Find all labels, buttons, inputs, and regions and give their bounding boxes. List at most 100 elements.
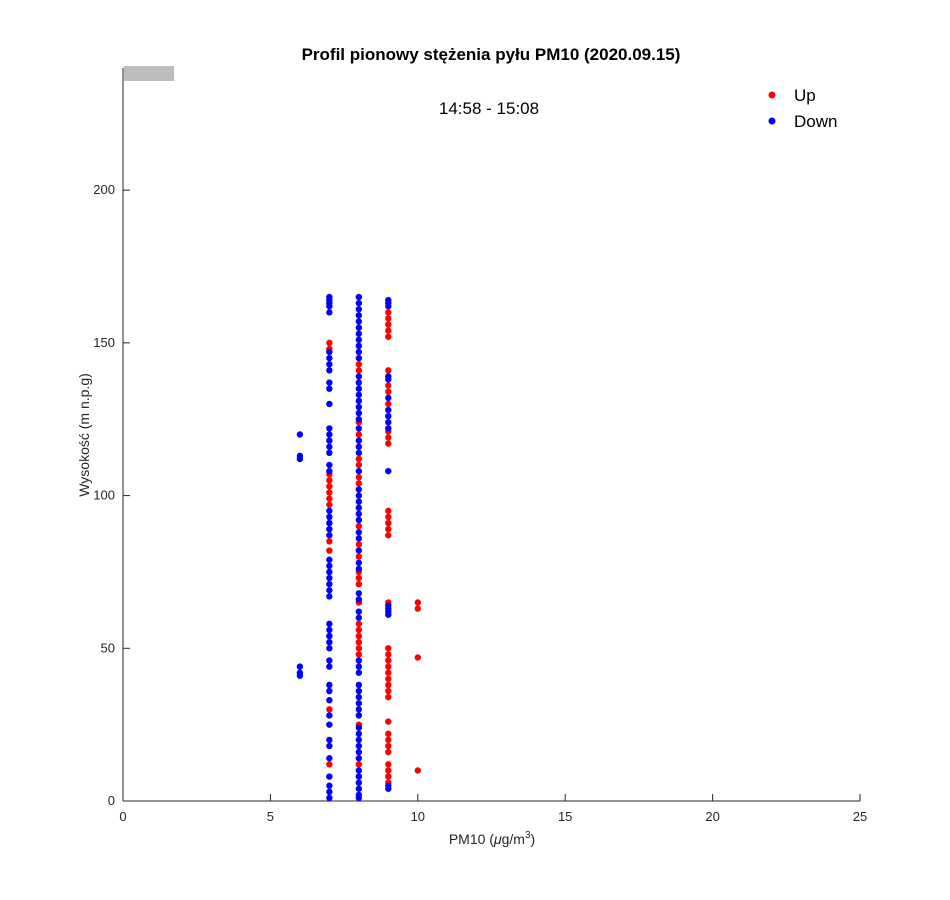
data-point-up	[326, 538, 333, 545]
chart-subtitle: 14:58 - 15:08	[439, 99, 539, 118]
data-point-down	[326, 361, 333, 368]
data-point-down	[296, 431, 304, 438]
data-point-up	[326, 706, 333, 713]
data-point-down	[355, 712, 363, 719]
data-point-down	[385, 412, 392, 420]
data-point-up	[385, 327, 392, 334]
data-point-down	[385, 425, 392, 432]
data-point-down	[326, 580, 333, 588]
data-point-down	[355, 379, 363, 386]
data-point-down	[355, 391, 363, 398]
data-point-down	[355, 565, 363, 573]
data-point-up	[385, 651, 392, 658]
data-point-down	[355, 504, 363, 511]
data-point-down	[355, 409, 363, 417]
data-point-down	[326, 367, 333, 374]
data-point-up	[326, 501, 333, 508]
data-point-down	[355, 354, 363, 362]
data-point-up	[355, 626, 363, 634]
data-point-down	[326, 687, 333, 695]
data-point-down	[385, 785, 392, 792]
axes: 0 5 10 15 20 25 0 50 100 150 200	[93, 68, 867, 824]
data-point-down	[355, 535, 363, 542]
data-point-down	[326, 348, 333, 356]
data-point-up	[326, 477, 333, 484]
data-point-up	[385, 507, 392, 515]
data-point-down	[355, 443, 363, 450]
data-point-up	[385, 532, 392, 539]
data-point-down	[355, 397, 363, 405]
data-point-up	[355, 522, 363, 530]
data-point-down	[385, 419, 392, 426]
data-point-down	[355, 324, 363, 331]
legend-marker-up	[768, 91, 776, 99]
legend-marker-down	[768, 117, 776, 125]
chart-title: Profil pionowy stężenia pyłu PM10 (2020.…	[302, 45, 681, 64]
data-point-up	[355, 574, 363, 582]
data-point-up	[385, 693, 392, 701]
data-point-up	[385, 767, 392, 774]
x-tick-label: 10	[411, 809, 425, 824]
data-point-up	[385, 761, 392, 768]
data-point-up	[385, 657, 392, 664]
data-point-down	[326, 681, 333, 689]
data-point-up	[326, 489, 333, 496]
x-tick-label: 5	[267, 809, 274, 824]
data-point-down	[326, 663, 333, 670]
data-point-down	[355, 773, 363, 780]
data-point-down	[355, 736, 363, 744]
data-point-up	[385, 742, 392, 750]
data-point-down	[355, 730, 363, 738]
data-point-down	[326, 632, 333, 640]
data-point-down	[355, 516, 363, 524]
data-point-down	[326, 593, 333, 600]
data-point-down	[326, 425, 333, 432]
y-tick-label: 150	[93, 335, 115, 350]
data-point-down	[326, 532, 333, 539]
data-point-down	[355, 663, 363, 670]
data-point-down	[355, 348, 363, 356]
data-point-up	[385, 434, 392, 441]
data-point-up	[355, 620, 363, 628]
data-point-up	[414, 767, 421, 774]
data-point-down	[326, 721, 333, 728]
data-point-down	[355, 510, 363, 518]
data-point-up	[355, 461, 363, 469]
y-tick-label: 200	[93, 182, 115, 197]
data-point-up	[326, 495, 333, 502]
data-point-down	[385, 394, 392, 402]
data-point-down	[326, 431, 333, 438]
data-point-down	[326, 645, 333, 652]
data-point-up	[385, 367, 392, 374]
data-point-down	[355, 547, 363, 554]
data-point-down	[355, 559, 363, 566]
data-point-down	[355, 590, 363, 597]
data-point-down	[296, 672, 304, 679]
data-point-up	[385, 440, 392, 447]
data-point-down	[296, 663, 304, 670]
data-point-down	[355, 724, 363, 731]
data-point-up	[385, 315, 392, 322]
data-point-down	[326, 309, 333, 316]
data-point-down	[326, 638, 333, 646]
data-point-down	[355, 492, 363, 499]
data-point-down	[355, 687, 363, 695]
data-point-down	[355, 681, 363, 689]
data-point-up	[414, 599, 421, 606]
data-point-down	[355, 318, 363, 325]
data-point-down	[326, 379, 333, 386]
data-point-down	[326, 657, 333, 664]
data-point-up	[385, 663, 392, 670]
data-point-down	[355, 449, 363, 457]
data-point-down	[355, 742, 363, 750]
data-point-down	[326, 773, 333, 780]
data-point-up	[385, 669, 392, 676]
data-point-down	[355, 437, 363, 444]
data-point-down	[355, 342, 363, 350]
data-point-down	[355, 373, 363, 380]
data-point-down	[326, 449, 333, 457]
data-point-down	[326, 400, 333, 408]
data-point-up	[355, 455, 363, 463]
data-point-down	[355, 700, 363, 707]
